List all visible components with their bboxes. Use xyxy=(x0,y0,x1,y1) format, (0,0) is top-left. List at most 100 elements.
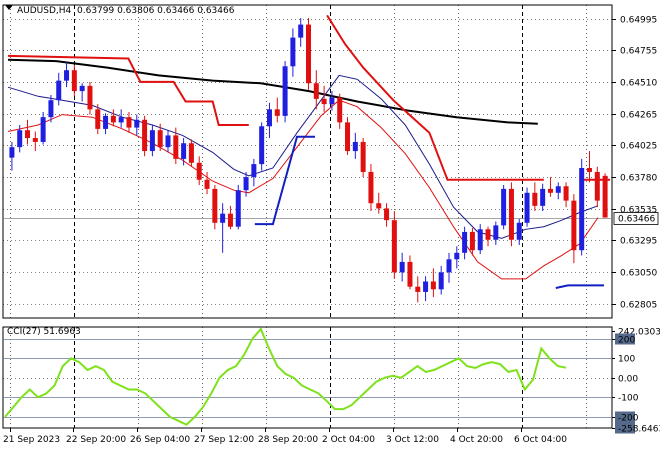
price-tick-label: 0.64510 xyxy=(620,79,657,89)
candle-bear xyxy=(586,168,592,172)
time-tick-label: 3 Oct 12:00 xyxy=(386,435,439,445)
time-tick-label: 6 Oct 04:00 xyxy=(514,435,567,445)
candle-bull xyxy=(243,177,249,191)
cci-panel-frame xyxy=(2,326,613,429)
price-tick-label: 0.62805 xyxy=(620,301,657,311)
candle-bear xyxy=(321,98,327,105)
candle-bull xyxy=(516,222,522,240)
candle-bear xyxy=(485,229,491,240)
candle-bull xyxy=(40,117,46,142)
candle-bull xyxy=(579,168,585,251)
candle-bull xyxy=(79,85,85,92)
cci-level-tag xyxy=(615,333,635,345)
candle-bull xyxy=(282,66,288,116)
candle-bull xyxy=(524,192,530,223)
candle-bull xyxy=(555,186,561,193)
current-price-label: 0.63466 xyxy=(618,215,655,225)
candle-bear xyxy=(415,286,421,292)
cci-header: CCI(27) 51.6963 xyxy=(7,327,81,337)
cci-tick-label: 200 xyxy=(618,336,635,346)
candle-bear xyxy=(204,179,210,189)
trailing-stop-blue xyxy=(555,284,604,289)
candle-bull xyxy=(259,126,265,165)
candle-bear xyxy=(532,192,538,206)
candle-bear xyxy=(274,109,280,116)
cci-tick-label: -100 xyxy=(618,394,639,404)
ema-red-line xyxy=(7,99,599,280)
candle-bull xyxy=(149,130,155,152)
candle-bull xyxy=(399,261,405,273)
cci-tick-label: -258.6463 xyxy=(618,425,660,435)
cci-level-tag xyxy=(615,422,635,434)
time-tick-label: 4 Oct 20:00 xyxy=(450,435,503,445)
candle-bull xyxy=(134,119,140,128)
candle-bear xyxy=(71,70,77,92)
candle-bear xyxy=(508,188,514,240)
candle-bull xyxy=(477,229,483,251)
price-tick-label: 0.63535 xyxy=(620,206,657,216)
candle-bull xyxy=(352,141,358,152)
candle-bear xyxy=(188,143,194,163)
candle-bull xyxy=(220,213,226,223)
candle-bull xyxy=(181,143,187,159)
candle-bear xyxy=(313,83,319,99)
candle-bear xyxy=(196,162,202,180)
candle-bull xyxy=(17,130,23,148)
candle-bull xyxy=(235,190,241,227)
cci-tick-label: 242.0303 xyxy=(618,328,660,338)
candle-bear xyxy=(594,171,600,201)
trailing-stop-blue xyxy=(254,135,315,226)
candle-bear xyxy=(32,138,38,142)
cci-layer xyxy=(3,327,612,426)
candle-bull xyxy=(56,80,62,101)
candle-bull xyxy=(446,259,452,273)
header-symbol: AUDUSD,H4 xyxy=(17,6,72,16)
candle-bear xyxy=(126,117,132,128)
cci-tick-label: 0.00 xyxy=(618,375,638,385)
time-tick-label: 2 Oct 04:00 xyxy=(322,435,375,445)
candle-bull xyxy=(438,272,444,290)
candle-bear xyxy=(173,135,179,159)
cci-line xyxy=(4,327,567,426)
candle-bear xyxy=(360,141,366,172)
current-price-tag xyxy=(613,212,659,225)
trailing-stop-red xyxy=(7,54,249,126)
price-tick-label: 0.63295 xyxy=(620,237,657,247)
candle-bull xyxy=(462,231,468,253)
candle-bear xyxy=(345,122,351,152)
cci-tick-label: 100 xyxy=(618,355,635,365)
candle-bear xyxy=(376,203,382,209)
candle-bull xyxy=(266,109,272,127)
candle-bull xyxy=(329,97,335,105)
candle-bear xyxy=(430,281,436,290)
time-tick-label: 22 Sep 20:00 xyxy=(66,435,126,445)
time-tick-label: 27 Sep 12:00 xyxy=(194,435,254,445)
candle-bull xyxy=(290,37,296,67)
cci-level-tag xyxy=(615,411,635,423)
candle-bear xyxy=(602,175,608,218)
candle-bull xyxy=(9,147,15,158)
price-tick-label: 0.64995 xyxy=(620,16,657,26)
price-tick-label: 0.64265 xyxy=(620,111,657,121)
candle-bear xyxy=(95,109,101,129)
candle-bear xyxy=(87,85,93,110)
candle-bear xyxy=(391,220,397,273)
candle-bear xyxy=(227,213,233,227)
candle-bear xyxy=(157,130,163,148)
price-tick-label: 0.64755 xyxy=(620,47,657,57)
collapse-triangle-icon[interactable] xyxy=(5,5,13,10)
time-tick-label: 26 Sep 04:00 xyxy=(130,435,190,445)
time-axis: 21 Sep 2023 22 Sep 20:00 26 Sep 04:00 27 Se… xyxy=(3,428,567,445)
candle-bull xyxy=(493,225,499,240)
candle-bull xyxy=(165,135,171,148)
candle-bear xyxy=(368,171,374,204)
candle-bear xyxy=(384,208,390,221)
candles xyxy=(9,18,608,303)
candle-bull xyxy=(48,100,54,118)
candle-bear xyxy=(142,119,148,152)
time-tick-label: 28 Sep 20:00 xyxy=(258,435,318,445)
candle-bear xyxy=(25,130,31,139)
candle-bull xyxy=(501,188,507,226)
price-tick-label: 0.63780 xyxy=(620,174,657,184)
